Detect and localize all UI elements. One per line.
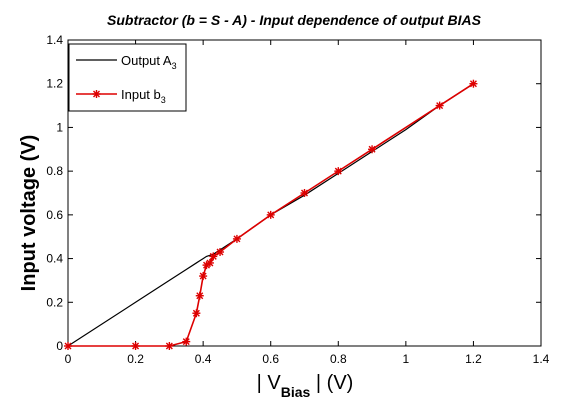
data-point-asterisk (92, 90, 101, 98)
legend-box (68, 43, 187, 112)
data-point-asterisk (216, 248, 225, 257)
x-tick-label: 0.6 (262, 352, 279, 366)
data-point-asterisk (209, 252, 218, 261)
x-tick-label: 0.8 (330, 352, 347, 366)
legend-label-input-b3-name: Input b (121, 87, 161, 102)
x-axis-label-sub: Bias (281, 384, 311, 400)
data-point-asterisk (469, 79, 478, 88)
x-axis-label-post: | (V) (310, 372, 353, 394)
y-tick-label: 0.2 (46, 295, 63, 309)
x-tick-label: 1.4 (533, 352, 550, 366)
y-tick-label: 1.2 (46, 77, 63, 91)
y-axis-label: Input voltage (V) (18, 135, 40, 292)
data-point-asterisk (182, 337, 191, 346)
legend-label-output-a3-sub: 3 (172, 61, 177, 71)
legend-label-input-b3: Input b3 (121, 87, 166, 105)
data-point-asterisk (195, 291, 204, 300)
legend-label-output-a3: Output A3 (121, 53, 177, 71)
legend-marker-asterisk (92, 90, 101, 98)
x-axis-label-pre: | V (257, 372, 282, 394)
data-point-asterisk (199, 272, 208, 281)
data-point-asterisk (232, 234, 241, 243)
legend: Output A3 Input b3 (68, 43, 187, 112)
y-tick-label: 0 (56, 339, 63, 353)
data-point-asterisk (266, 210, 275, 219)
axis-ticks: 0 0.2 0.4 0.6 0.8 1 1.2 1.4 0 0.2 0.4 0.6 0.8 1 1.2 1.4 (46, 33, 549, 366)
y-tick-label: 0.8 (46, 164, 63, 178)
legend-label-input-b3-sub: 3 (161, 95, 166, 105)
data-point-asterisk (192, 309, 201, 318)
series-line-1 (68, 83, 474, 347)
data-point-asterisk (131, 342, 140, 350)
x-tick-label: 0 (65, 352, 72, 366)
y-tick-label: 1.4 (46, 33, 63, 47)
x-tick-label: 1.2 (465, 352, 482, 366)
plot-area-frame (67, 39, 542, 347)
legend-label-output-a3-name: Output A (121, 53, 172, 68)
data-point-asterisk (205, 258, 214, 267)
y-tick-label: 0.6 (46, 208, 63, 222)
data-point-asterisk (368, 145, 377, 154)
y-tick-label: 1 (56, 120, 63, 134)
chart-title: Subtractor (b = S - A) - Input dependenc… (107, 12, 482, 28)
data-point-asterisk (300, 189, 309, 197)
x-tick-label: 0.2 (127, 352, 144, 366)
x-tick-label: 0.4 (195, 352, 212, 366)
data-point-asterisk (64, 342, 72, 350)
data-point-asterisk (334, 167, 343, 176)
x-axis-label: | VBias | (V) (257, 372, 354, 400)
series-layer (64, 79, 478, 350)
x-tick-label: 1 (403, 352, 410, 366)
data-point-asterisk (165, 342, 174, 350)
y-tick-label: 0.4 (46, 252, 63, 266)
data-point-asterisk (435, 101, 444, 110)
